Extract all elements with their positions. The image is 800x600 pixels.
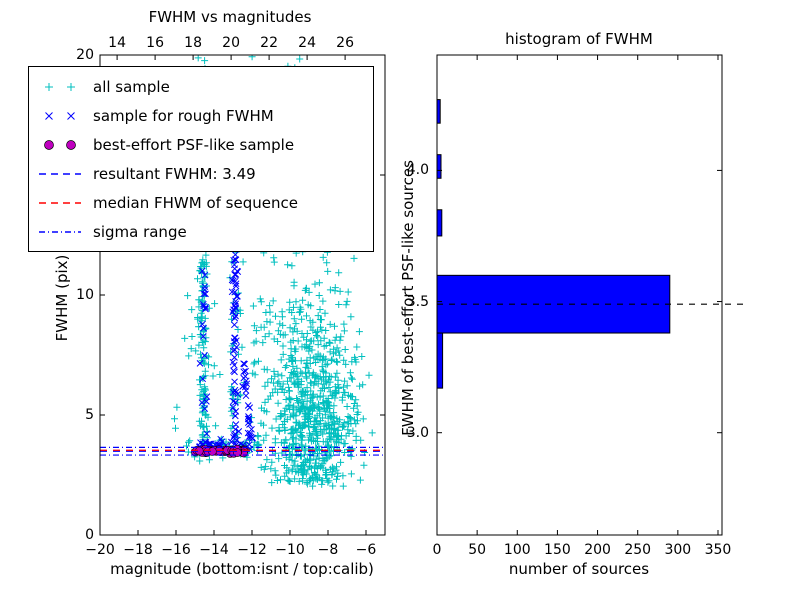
right-x-tick-label: 50 (468, 542, 487, 558)
left-y-tick-label: 5 (85, 407, 94, 423)
x-legend-marker-icon (45, 111, 75, 120)
legend-item: median FHWM of sequence (37, 188, 365, 217)
legend-item: resultant FWHM: 3.49 (37, 159, 365, 188)
legend-label: sigma range (93, 222, 187, 241)
right-xlabel: number of sources (508, 560, 650, 578)
left-x-tick-label: −6 (355, 542, 377, 558)
circle-legend-marker-icon (44, 139, 76, 150)
left-top-tick-label: 22 (260, 35, 279, 51)
left-x-tick-label: −14 (199, 542, 229, 558)
legend-item: sigma range (37, 217, 365, 246)
left-y-tick-label: 20 (76, 47, 94, 63)
right-plot-frame (436, 54, 723, 536)
histogram-bar (436, 154, 442, 179)
right-x-tick-label: 250 (624, 542, 652, 558)
left-x-tick-label: −18 (123, 542, 153, 558)
right-plot-title: histogram of FWHM (505, 30, 653, 48)
histogram-bars (436, 99, 671, 389)
left-x-tick-label: −10 (275, 542, 305, 558)
legend-label: all sample (93, 77, 170, 96)
legend-label: sample for rough FWHM (93, 106, 274, 125)
dashdot-legend-marker-icon (39, 230, 81, 233)
right-y-tick-label: 4.0 (406, 162, 429, 179)
dashed-legend-marker-icon (39, 172, 81, 175)
right-x-tick-label: 350 (704, 542, 732, 558)
legend-item: best-effort PSF-like sample (37, 130, 365, 159)
left-x-tick-label: −12 (237, 542, 267, 558)
left-top-tick-label: 20 (222, 35, 241, 51)
right-x-tick-label: 150 (544, 542, 571, 558)
right-x-tick-label: 0 (432, 542, 442, 558)
legend-label: best-effort PSF-like sample (93, 135, 295, 154)
left-top-tick-label: 24 (298, 35, 317, 51)
right-x-tick-label: 100 (503, 542, 531, 558)
legend: all sample sample for rough FWHM best-effo… (28, 66, 374, 252)
left-top-tick-label: 14 (108, 35, 127, 51)
legend-label: median FHWM of sequence (93, 193, 298, 212)
left-y-tick-label: 10 (76, 287, 94, 303)
left-plot-data (100, 55, 385, 490)
right-x-tick-label: 300 (664, 542, 692, 558)
histogram-bar (436, 209, 443, 237)
plus-legend-marker-icon (45, 82, 75, 91)
left-plot-title: FWHM vs magnitudes (148, 8, 312, 26)
left-x-tick-label: −20 (85, 542, 115, 558)
legend-label: resultant FWHM: 3.49 (93, 164, 256, 183)
dashed-legend-marker-icon (39, 201, 81, 204)
right-x-tick-label: 200 (584, 542, 611, 558)
histogram-bar (436, 332, 444, 389)
left-x-tick-label: −8 (317, 542, 339, 558)
left-top-tick-label: 26 (336, 35, 355, 51)
left-xlabel: magnitude (bottom:isnt / top:calib) (110, 560, 374, 578)
axis-ticks (99, 54, 722, 536)
legend-item: sample for rough FWHM (37, 101, 365, 130)
left-x-tick-label: −16 (161, 542, 191, 558)
right-y-tick-label: 3.5 (406, 293, 429, 310)
left-y-tick-label: 0 (85, 527, 94, 543)
left-top-tick-label: 16 (146, 35, 165, 51)
legend-item: all sample (37, 72, 365, 101)
right-y-tick-label: 3.0 (406, 424, 429, 441)
left-top-tick-label: 18 (184, 35, 203, 51)
